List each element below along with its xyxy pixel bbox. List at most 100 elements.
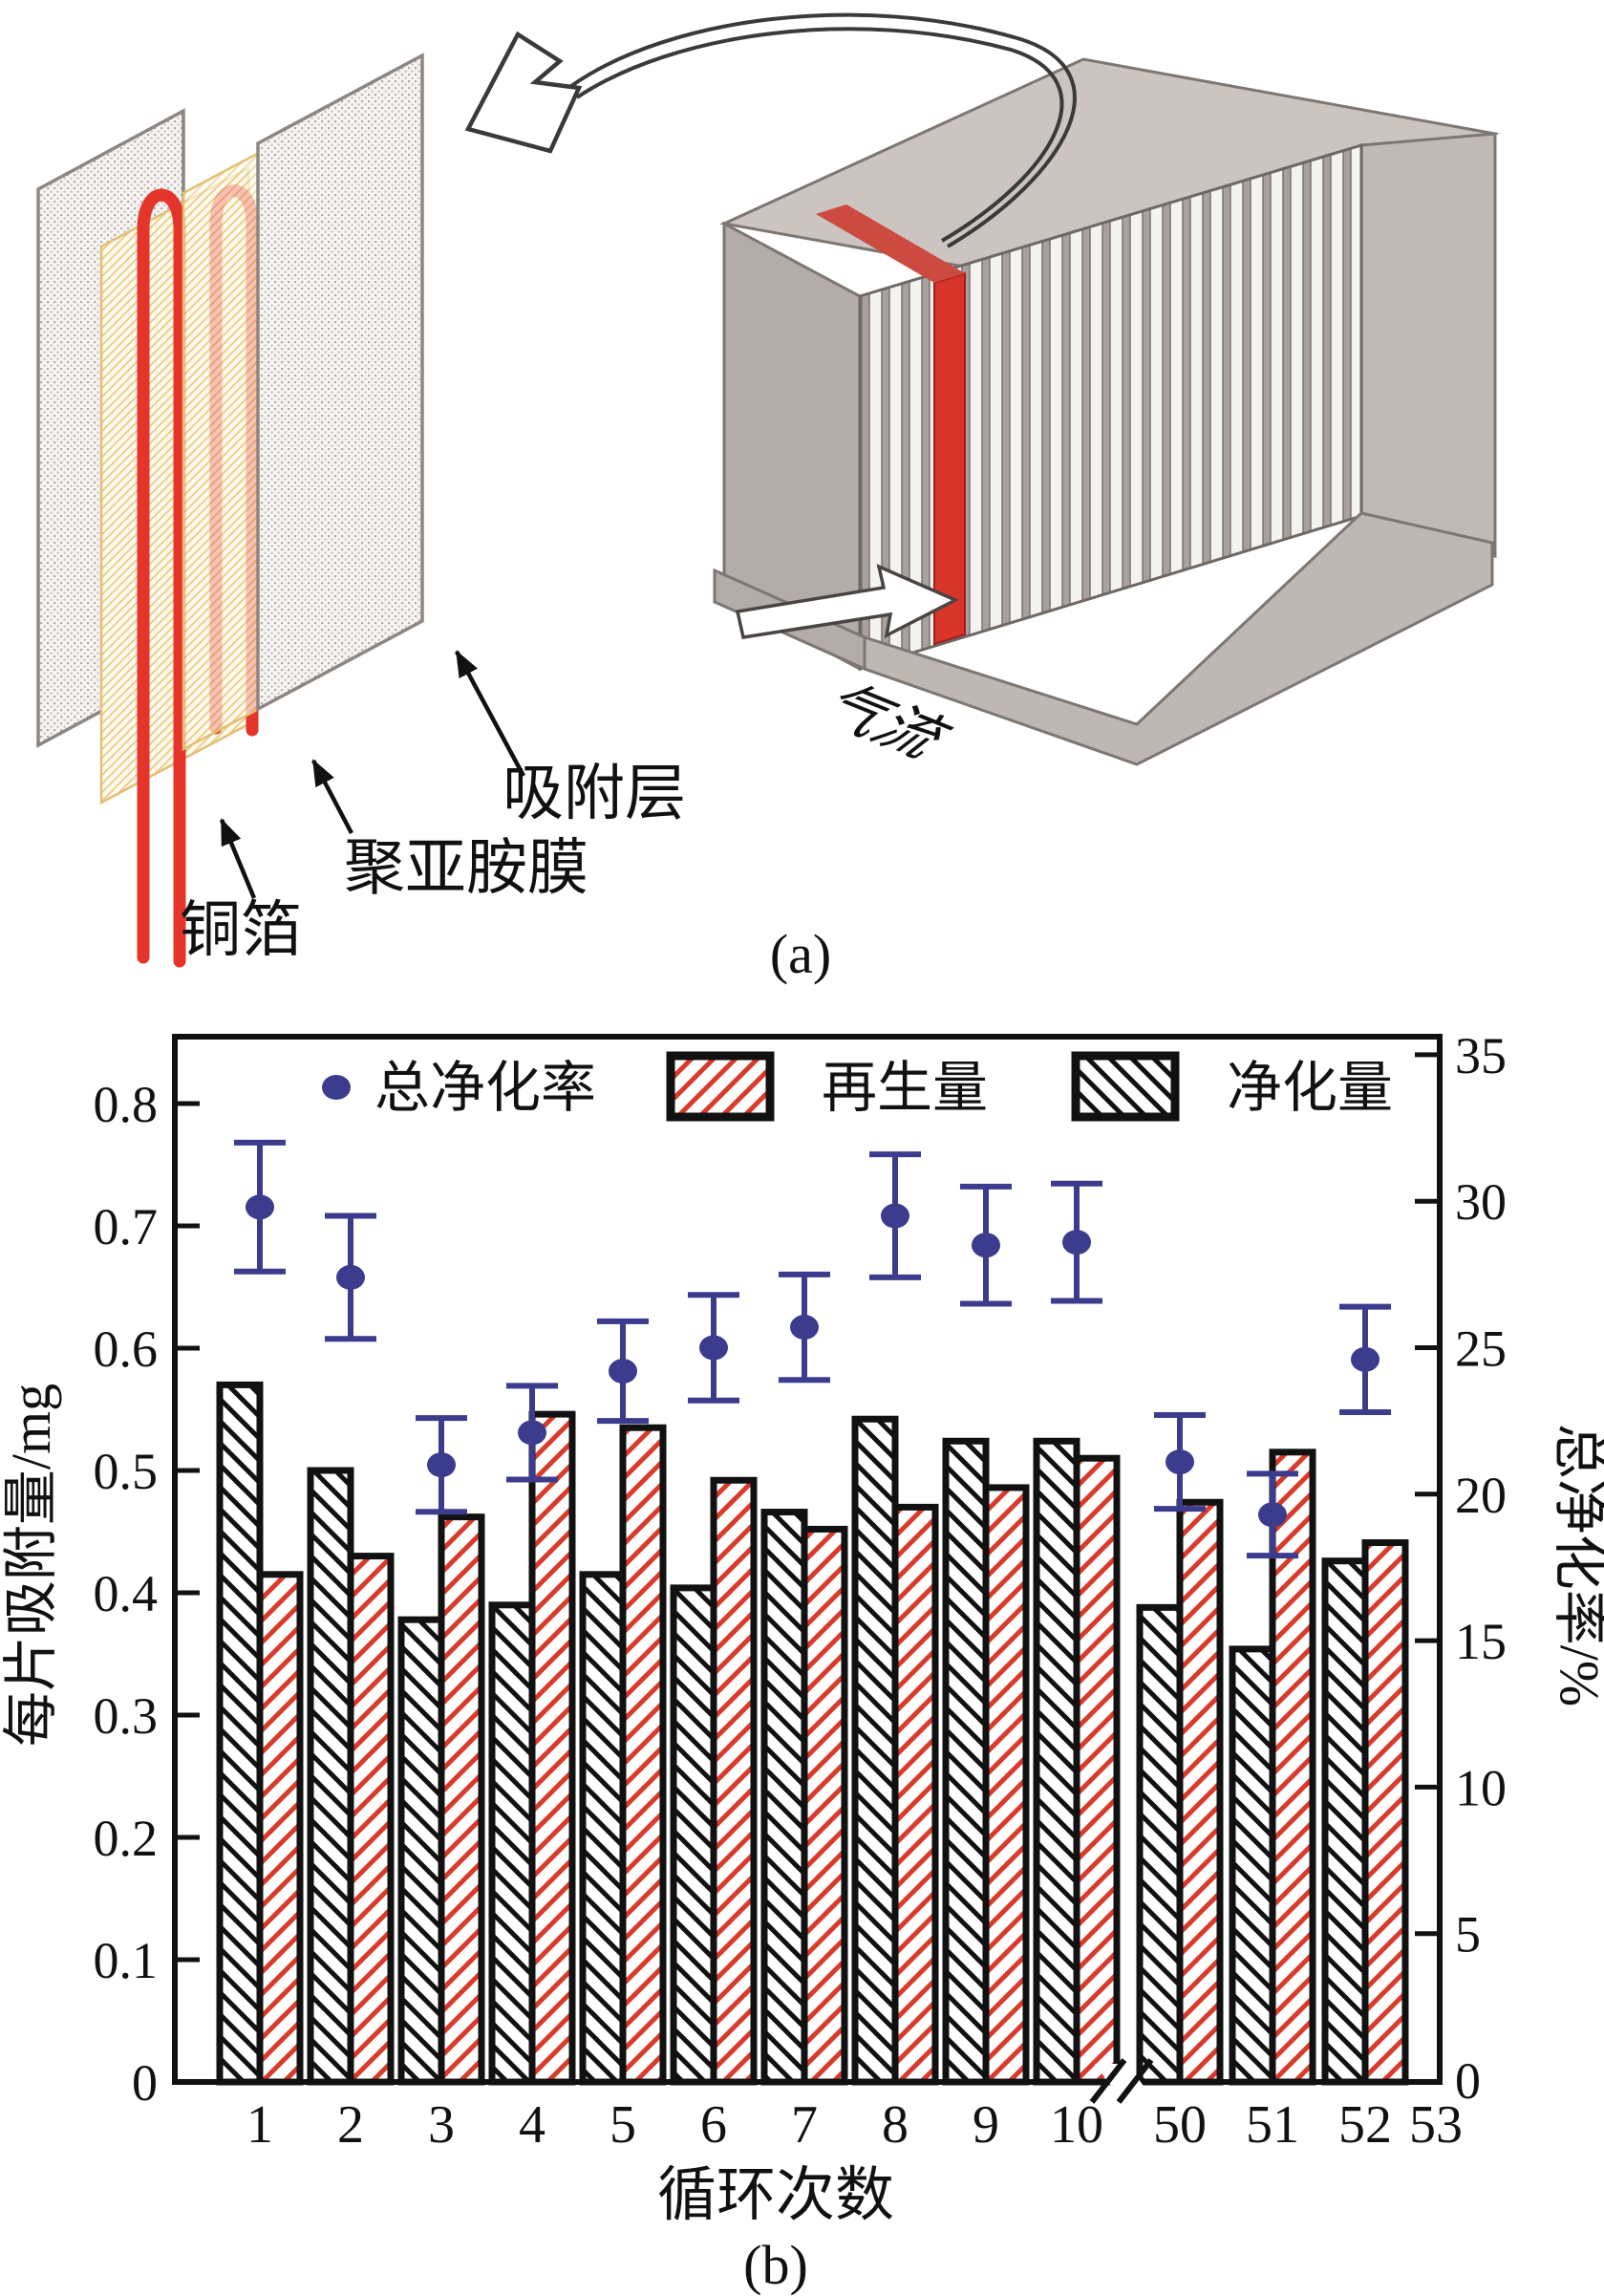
panel-b-chart: 00.10.20.30.40.50.60.70.8051015202530351… (0, 1027, 1604, 2296)
caption-a: (a) (770, 923, 831, 985)
bar-purification-cycle-4 (488, 1601, 536, 2086)
caption-b: (b) (743, 2234, 808, 2296)
bar-purification-cycle-8 (851, 1415, 899, 2086)
bar-purification-cycle-3 (397, 1616, 445, 2086)
dot-total-rate-cycle-4 (518, 1420, 546, 1446)
x-tick-label-51: 51 (1246, 2095, 1299, 2155)
axis-break-slash-1 (1089, 2058, 1127, 2104)
dot-total-rate-cycle-10 (1062, 1230, 1091, 1255)
dot-total-rate-cycle-6 (699, 1335, 728, 1361)
y-right-axis-title: 总净化率/% (1549, 1424, 1604, 1706)
x-tick-label-3: 3 (428, 2095, 455, 2155)
y-left-tick-label-0.4: 0.4 (94, 1565, 159, 1622)
x-tick-label-9: 9 (973, 2095, 999, 2155)
plot-frame (172, 1034, 1443, 2085)
y-left-tick-label-0.3: 0.3 (94, 1687, 159, 1745)
bar-purification-cycle-2 (307, 1467, 354, 2086)
bar-regeneration-cycle-5 (619, 1424, 667, 2086)
bar-regeneration-cycle-51 (1269, 1448, 1316, 2086)
legend-dot-icon (322, 1075, 351, 1100)
y-right-tick-label-15: 15 (1455, 1613, 1507, 1670)
dot-total-rate-cycle-8 (881, 1203, 909, 1229)
scatter-layer (234, 1139, 1391, 1559)
bar-regeneration-cycle-7 (801, 1525, 848, 2086)
bar-regeneration-cycle-3 (438, 1513, 485, 2086)
dot-total-rate-cycle-9 (972, 1233, 1000, 1258)
x-axis-title: 循环次数 (657, 2163, 894, 2228)
exploded-layer-stack (36, 53, 424, 968)
y-left-tick-label-0.5: 0.5 (94, 1443, 159, 1500)
bar-purification-cycle-50 (1136, 1603, 1184, 2086)
dot-total-rate-cycle-5 (609, 1359, 637, 1384)
dot-total-rate-cycle-7 (790, 1315, 819, 1341)
y-left-tick-label-0.6: 0.6 (94, 1320, 159, 1378)
y-right-tick-label-20: 20 (1455, 1467, 1507, 1524)
legend-label-regeneration: 再生量 (822, 1057, 988, 1119)
box-right-face (1359, 132, 1497, 559)
y-right-tick-label-35: 35 (1455, 1027, 1507, 1084)
bar-purification-cycle-51 (1229, 1645, 1276, 2086)
y-left-tick-label-0: 0 (132, 2054, 158, 2112)
airflow-arrow (735, 564, 960, 639)
bar-regeneration-cycle-8 (891, 1503, 939, 2086)
polyimide-film-label: 聚亚胺膜 (344, 834, 588, 902)
x-tick-label-10: 10 (1050, 2095, 1103, 2155)
x-tick-label-2: 2 (337, 2095, 364, 2155)
x-tick-label-5: 5 (610, 2095, 636, 2155)
heated-red-plate (933, 271, 966, 646)
adsorption-sheet-right (256, 53, 424, 712)
y-right-tick-label-30: 30 (1455, 1173, 1507, 1231)
bar-purification-cycle-5 (579, 1571, 627, 2086)
bars-layer (216, 1381, 1409, 2086)
axes-frame-layer (172, 1034, 1443, 2104)
x-tick-label-4: 4 (519, 2095, 545, 2155)
copper-foil-label: 铜箔 (180, 896, 302, 964)
curved-arrowhead-icon (464, 31, 583, 154)
box-tray (863, 511, 1494, 766)
x-tick-label-53: 53 (1409, 2095, 1463, 2155)
bar-regeneration-cycle-2 (347, 1553, 395, 2086)
x-tick-label-6: 6 (700, 2095, 727, 2155)
bar-purification-cycle-52 (1321, 1557, 1369, 2086)
bar-purification-cycle-7 (760, 1509, 808, 2086)
legend-label-purification: 净化量 (1227, 1057, 1393, 1119)
copper-foil-serpentine (137, 188, 186, 968)
bar-purification-cycle-6 (670, 1584, 717, 2086)
y-left-tick-label-0.2: 0.2 (94, 1810, 159, 1867)
x-tick-label-50: 50 (1153, 2095, 1207, 2155)
y-right-tick-label-10: 10 (1455, 1759, 1507, 1816)
adsorber-box: 气流 (713, 57, 1500, 767)
legend-black-hatch-icon (1071, 1051, 1180, 1122)
x-tick-label-1: 1 (246, 2095, 273, 2155)
y-left-tick-label-0.1: 0.1 (94, 1932, 159, 1989)
chart-legend: 总净化率 再生量 净化量 (322, 1051, 1393, 1122)
dot-total-rate-cycle-51 (1258, 1502, 1287, 1528)
heated-red-plate-top (816, 204, 965, 283)
x-tick-label-7: 7 (791, 2095, 818, 2155)
bar-regeneration-cycle-4 (528, 1410, 576, 2086)
ticks-layer: 00.10.20.30.40.50.60.70.8051015202530351… (94, 1027, 1508, 2155)
axis-break-slash-2 (1116, 2058, 1154, 2104)
x-tick-label-8: 8 (882, 2095, 909, 2155)
bar-regeneration-cycle-9 (982, 1484, 1030, 2086)
y-right-tick-label-0: 0 (1455, 2052, 1481, 2110)
dot-total-rate-cycle-3 (427, 1452, 456, 1478)
y-left-axis-title: 每片吸附量/mg (0, 1384, 62, 1747)
bar-purification-cycle-10 (1033, 1437, 1080, 2086)
bar-regeneration-cycle-6 (710, 1476, 758, 2086)
y-left-tick-label-0.8: 0.8 (94, 1076, 159, 1133)
legend-red-hatch-icon (666, 1051, 775, 1122)
bar-regeneration-cycle-52 (1361, 1539, 1409, 2086)
panel-a-diagram: 气流 铜箔 聚亚胺膜 吸附层 (a) (36, 12, 1500, 985)
bar-regeneration-cycle-10 (1073, 1454, 1121, 2086)
exploded-view-curved-arrow (464, 12, 1077, 248)
bar-purification-cycle-9 (942, 1437, 990, 2086)
dot-total-rate-cycle-50 (1166, 1449, 1194, 1475)
dot-total-rate-cycle-1 (246, 1194, 274, 1220)
layer-callouts: 铜箔 聚亚胺膜 吸附层 (180, 650, 686, 964)
dot-total-rate-cycle-52 (1351, 1346, 1379, 1372)
x-tick-label-52: 52 (1338, 2095, 1392, 2155)
legend-label-total-rate: 总净化率 (374, 1057, 596, 1119)
bar-regeneration-cycle-1 (256, 1571, 304, 2086)
